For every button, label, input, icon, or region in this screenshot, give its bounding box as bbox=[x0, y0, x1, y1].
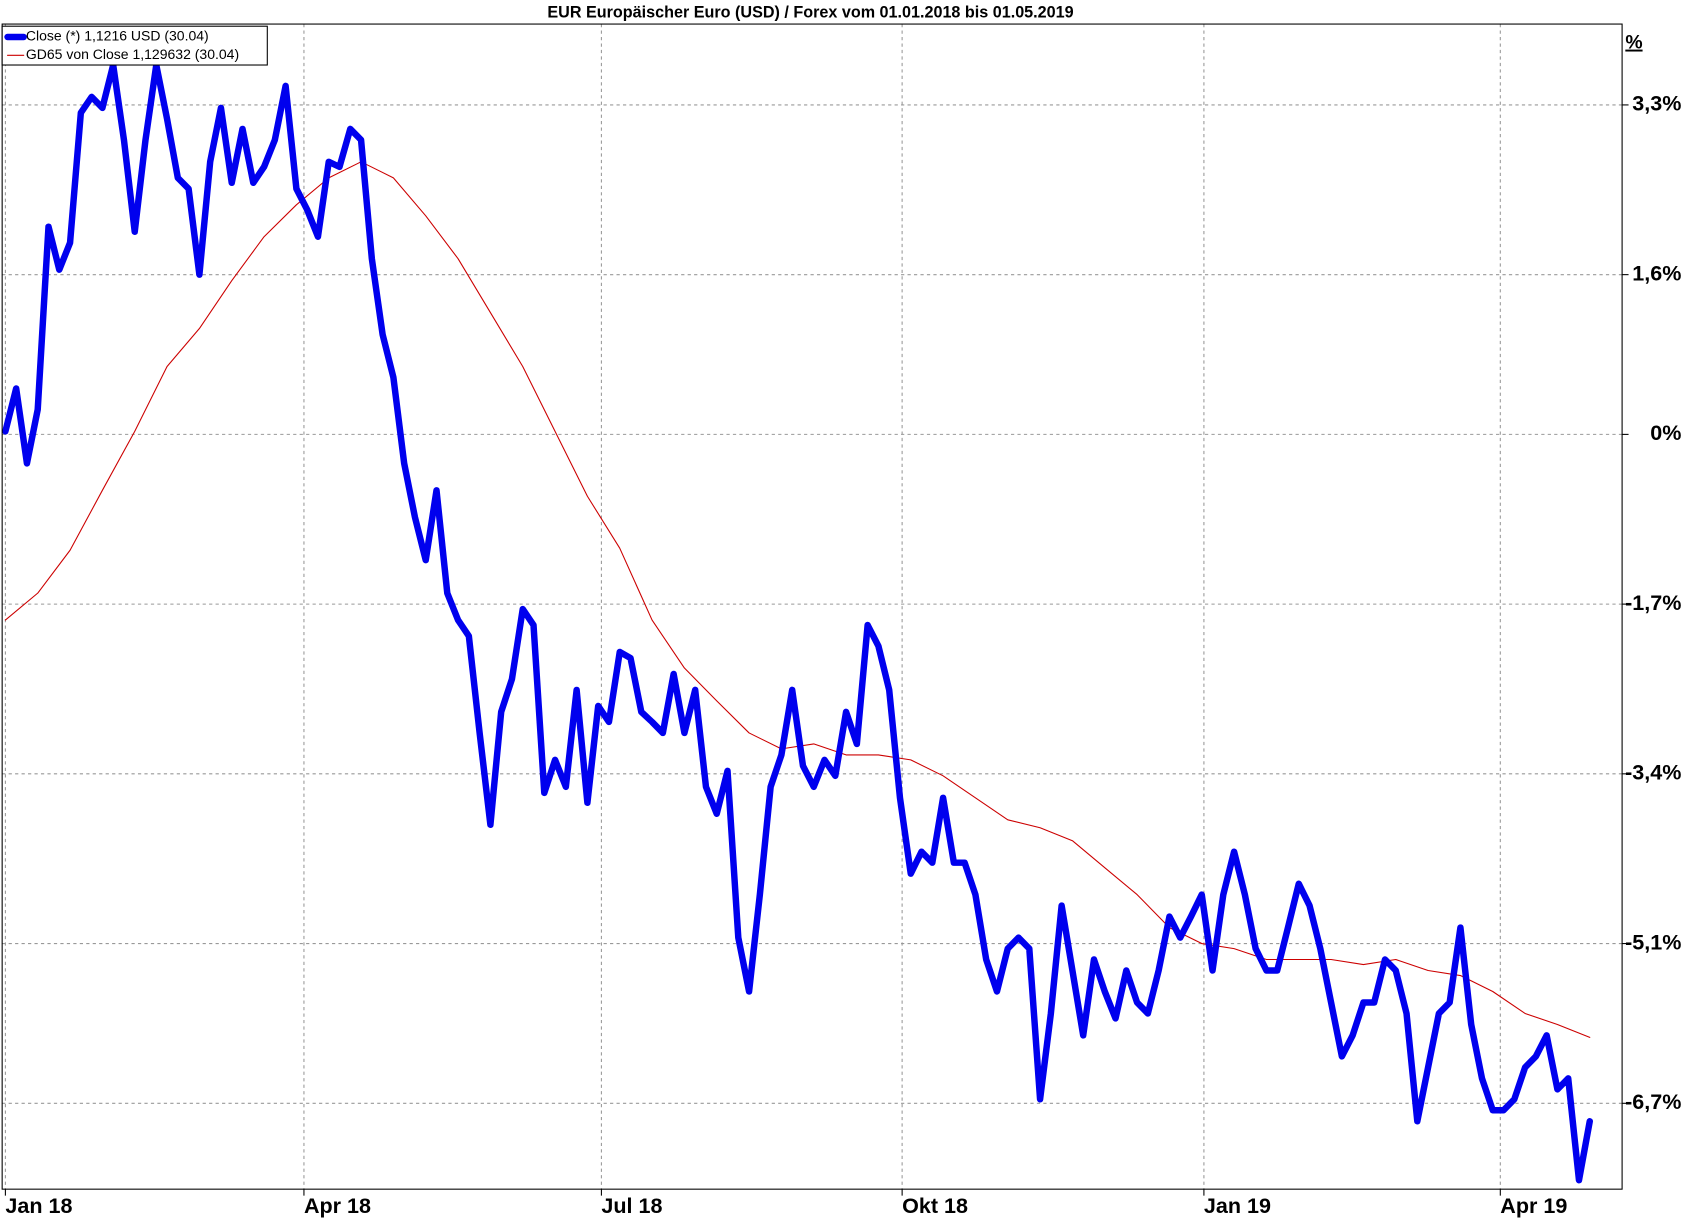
y-tick-label: -1,7% bbox=[1625, 590, 1681, 615]
y-tick-label: -6,7% bbox=[1625, 1089, 1681, 1114]
grid bbox=[2, 24, 1623, 1190]
y-tick-label: 1,6% bbox=[1632, 260, 1681, 285]
x-tick-label: Apr 18 bbox=[304, 1193, 371, 1218]
x-tick-label: Jul 18 bbox=[601, 1193, 662, 1218]
plot-frame bbox=[1, 23, 1623, 1190]
legend-box bbox=[1, 25, 268, 66]
x-tick-label: Jan 18 bbox=[5, 1193, 72, 1218]
series-line bbox=[2, 61, 1593, 1184]
y-tick-label: 0% bbox=[1650, 420, 1681, 445]
y-axis-label: % bbox=[1625, 32, 1642, 54]
plot bbox=[2, 61, 1593, 1184]
legend: Close (*) 1,1216 USD (30.04) GD65 von Clo… bbox=[1, 25, 268, 66]
y-tick-label: -5,1% bbox=[1625, 929, 1681, 954]
x-tick-label: Jan 19 bbox=[1204, 1193, 1271, 1218]
legend-label: Close (*) 1,1216 USD (30.04) bbox=[26, 28, 209, 44]
chart-title: EUR Europäischer Euro (USD) / Forex vom … bbox=[547, 4, 1073, 22]
x-tick-label: Apr 19 bbox=[1500, 1193, 1567, 1218]
y-tick-label: 3,3% bbox=[1632, 91, 1681, 116]
x-tick-label: Okt 18 bbox=[902, 1193, 968, 1218]
legend-label: GD65 von Close 1,129632 (30.04) bbox=[26, 46, 239, 62]
y-tick-label: -3,4% bbox=[1625, 760, 1681, 785]
axes: 3,3% 1,6% 0% -1,7% -3,4% -5,1% -6,7% Jan 18 Apr … bbox=[4, 91, 1681, 1218]
